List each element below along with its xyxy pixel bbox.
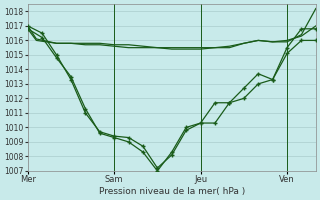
- X-axis label: Pression niveau de la mer( hPa ): Pression niveau de la mer( hPa ): [99, 187, 245, 196]
